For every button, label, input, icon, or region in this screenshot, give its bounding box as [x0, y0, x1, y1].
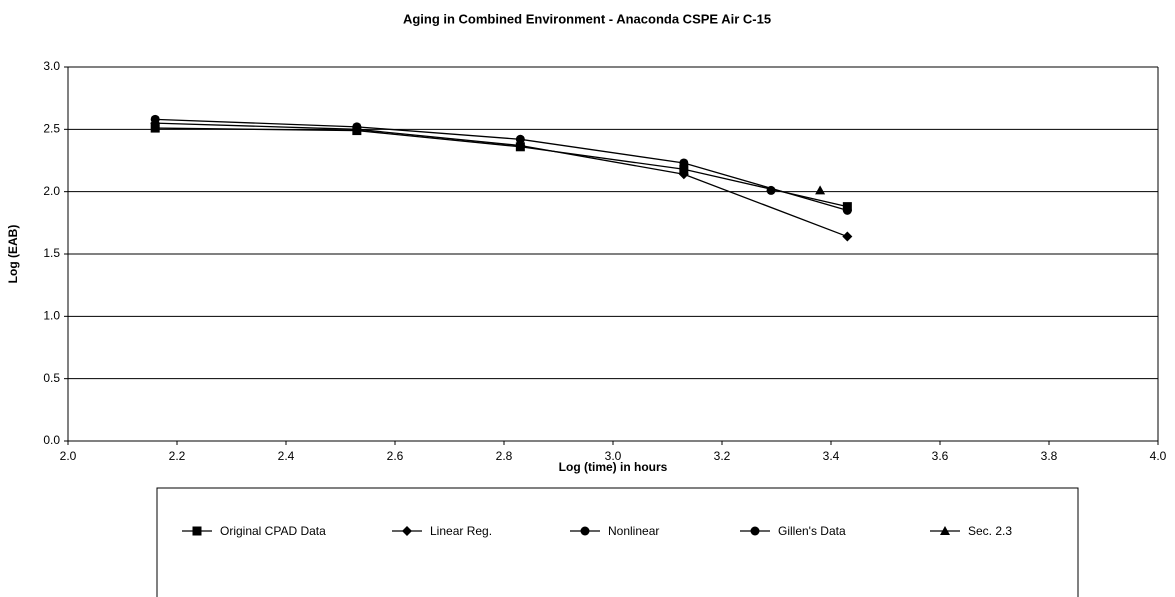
x-tick-label: 2.8 — [496, 449, 513, 463]
y-tick-label: 1.5 — [43, 246, 60, 260]
x-tick-label: 2.0 — [60, 449, 77, 463]
marker — [515, 134, 525, 144]
series-line — [155, 127, 848, 208]
legend-label: Nonlinear — [608, 524, 659, 538]
legend-box — [156, 487, 1079, 597]
x-tick-label: 2.6 — [387, 449, 404, 463]
x-tick-label: 3.8 — [1041, 449, 1058, 463]
legend-label: Sec. 2.3 — [968, 524, 1012, 538]
x-tick-label: 3.0 — [605, 449, 622, 463]
marker — [580, 526, 590, 536]
marker — [402, 526, 412, 536]
marker — [352, 122, 362, 132]
x-axis-label: Log (time) in hours — [559, 460, 668, 474]
x-tick-label: 3.6 — [932, 449, 949, 463]
x-tick-label: 2.4 — [278, 449, 295, 463]
legend-label: Linear Reg. — [430, 524, 492, 538]
marker — [678, 169, 689, 180]
marker — [766, 185, 776, 195]
marker — [815, 185, 826, 195]
legend-label: Original CPAD Data — [220, 524, 326, 538]
marker — [150, 114, 160, 124]
marker — [192, 526, 202, 536]
marker — [842, 205, 852, 215]
y-tick-label: 3.0 — [43, 59, 60, 73]
y-tick-label: 0.5 — [43, 371, 60, 385]
y-tick-label: 2.0 — [43, 184, 60, 198]
chart-title: Aging in Combined Environment - Anaconda… — [403, 11, 771, 26]
marker — [750, 526, 760, 536]
x-tick-label: 3.2 — [714, 449, 731, 463]
y-tick-label: 2.5 — [43, 122, 60, 136]
y-tick-label: 0.0 — [43, 433, 60, 447]
x-tick-label: 2.2 — [169, 449, 186, 463]
legend-label: Gillen's Data — [778, 524, 846, 538]
y-axis-label: Log (EAB) — [6, 225, 20, 284]
y-tick-label: 1.0 — [43, 309, 60, 323]
x-tick-label: 4.0 — [1150, 449, 1167, 463]
x-tick-label: 3.4 — [823, 449, 840, 463]
marker — [842, 231, 853, 242]
marker — [679, 158, 689, 168]
marker — [940, 526, 950, 535]
